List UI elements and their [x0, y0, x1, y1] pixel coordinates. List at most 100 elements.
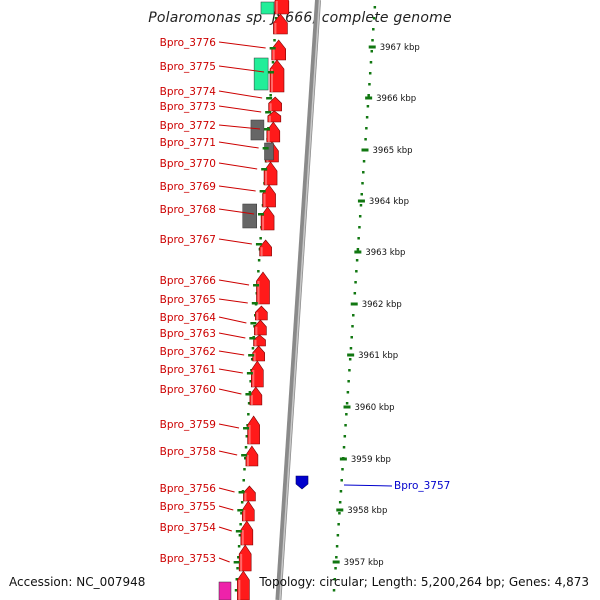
kbp-tick [347, 353, 355, 357]
gene-tick [243, 427, 250, 430]
map-title: Polaromonas sp. JS666, complete genome [148, 10, 452, 26]
track-dot [339, 490, 343, 493]
track-dot [240, 512, 243, 515]
track-dot [365, 116, 369, 119]
pseudo-feature [264, 142, 274, 161]
track-dot [358, 226, 361, 229]
gene-arrow [237, 570, 250, 600]
track-dot [368, 83, 371, 86]
kbp-label: 3964 kbp [369, 197, 409, 207]
track-dot [345, 402, 349, 405]
gene-tick [245, 393, 252, 396]
gene-label: Bpro_3776 [160, 37, 217, 49]
gene-arrow [274, 0, 290, 15]
gene-arrow [256, 271, 270, 305]
accession-text: Accession: NC_007948 [9, 575, 146, 589]
kbp-label: 3960 kbp [355, 403, 395, 413]
track-dot [274, 17, 278, 20]
track-dot [348, 358, 352, 361]
track-dot [273, 39, 276, 42]
gene-leader-line [218, 208, 255, 215]
gene-tick [266, 97, 273, 100]
gene-label: Bpro_3766 [160, 275, 217, 287]
gene-tick [241, 454, 248, 457]
dotted-tracks [234, 6, 377, 592]
kbp-tick [332, 560, 340, 564]
track-dot [257, 270, 260, 273]
gene-label: Bpro_3767 [160, 234, 216, 246]
track-dot [372, 17, 376, 20]
gene-leader-line [218, 316, 247, 324]
kbp-tick [350, 302, 358, 306]
track-dot [360, 193, 363, 196]
track-dot [351, 325, 354, 328]
gene-label: Bpro_3765 [160, 294, 216, 306]
gene-arrow [268, 96, 282, 112]
track-dot [356, 248, 360, 251]
rna-feature [260, 1, 275, 15]
kbp-label: 3965 kbp [373, 146, 413, 156]
gene-arrow [263, 161, 278, 186]
gene-arrow [247, 415, 260, 445]
kbp-tick [339, 457, 347, 461]
track-dot [245, 435, 249, 438]
track-dot [237, 556, 240, 559]
gene-tick [253, 284, 260, 287]
gene-tick [262, 147, 269, 150]
gene-arrow [254, 319, 267, 336]
track-dot [335, 545, 339, 548]
gene-leader-line [218, 526, 232, 532]
track-dot [337, 523, 340, 526]
track-dot [242, 479, 245, 482]
gene-leader-line [218, 332, 246, 339]
track-dot [369, 61, 373, 64]
track-dot [244, 446, 248, 449]
track-dot [236, 567, 239, 570]
kbp-label: 3962 kbp [362, 300, 402, 310]
gene-label: Bpro_3760 [160, 384, 216, 396]
track-dot [257, 259, 261, 262]
gene-label: Bpro_3759 [160, 419, 216, 431]
gene-label: Bpro_3755 [160, 501, 216, 513]
track-dot [341, 468, 344, 471]
gene-leader-line [218, 279, 250, 286]
gene-arrow [271, 39, 287, 61]
gene-arrow [240, 520, 254, 546]
gene-leader-line [218, 105, 262, 113]
pseudo-feature [242, 203, 257, 229]
track-dot [338, 512, 341, 515]
gene-label: Bpro_3768 [160, 204, 216, 216]
gene-arrow [262, 184, 276, 208]
gene-arrow [259, 239, 272, 257]
kbp-tick [343, 405, 351, 409]
track-dot [347, 380, 350, 383]
kbp-label: 3963 kbp [365, 248, 405, 258]
gene-label: Bpro_3758 [160, 446, 216, 458]
gene-tick [258, 213, 265, 216]
track-dot [345, 413, 348, 416]
gene-arrow [243, 485, 256, 502]
track-dot [238, 534, 242, 537]
gene-leader-line [218, 505, 234, 511]
track-dot [359, 204, 363, 207]
track-dot [349, 347, 353, 350]
track-dot [355, 270, 358, 273]
rna-feature [253, 57, 269, 91]
gene-tick [263, 128, 270, 131]
gene-leader-line [218, 450, 238, 456]
track-dot [240, 501, 244, 504]
gene-arrow [273, 13, 288, 35]
kbp-scale: 3967 kbp 3966 kbp 3965 kbp 3964 kbp 3963 kbp… [332, 43, 420, 568]
gene-label: Bpro_3757 [394, 480, 450, 492]
track-dot [340, 479, 343, 482]
gene-tick [233, 561, 240, 564]
gene-leader-line [218, 162, 258, 170]
track-dot [343, 435, 347, 438]
genome-backbone [275, 0, 321, 600]
gene-label: Bpro_3763 [160, 328, 216, 340]
gene-tick [246, 372, 253, 375]
track-dot [342, 446, 346, 449]
track-dot [250, 358, 254, 361]
gene-label: Bpro_3773 [160, 101, 216, 113]
gene-leader-line [218, 368, 243, 374]
